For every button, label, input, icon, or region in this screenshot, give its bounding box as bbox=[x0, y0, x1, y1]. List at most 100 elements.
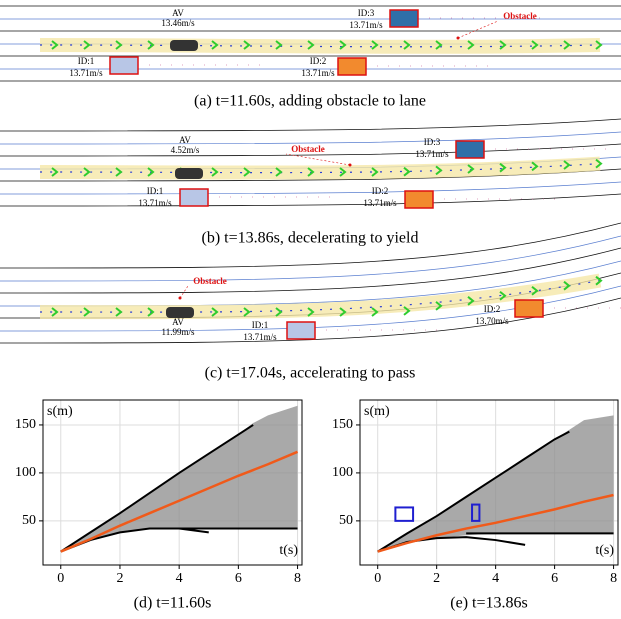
x-tick-label: 0 bbox=[57, 571, 64, 586]
chevron bbox=[339, 40, 347, 50]
trajectory-band bbox=[377, 415, 614, 552]
vehicle bbox=[389, 9, 419, 28]
chevron bbox=[435, 301, 443, 311]
chevron bbox=[403, 166, 411, 177]
planned-band bbox=[39, 38, 601, 54]
chevron bbox=[147, 40, 155, 50]
chevron bbox=[51, 40, 59, 50]
series-line bbox=[377, 430, 570, 553]
chevron bbox=[339, 307, 347, 317]
vehicle-speed: 13.71m/s bbox=[349, 20, 383, 30]
x-tick-label: 6 bbox=[235, 571, 242, 586]
vehicle-id: ID:3 bbox=[424, 137, 441, 147]
chevron bbox=[211, 167, 219, 177]
plot-frame bbox=[42, 399, 303, 566]
vehicle-speed: 13.71m/s bbox=[363, 198, 397, 208]
caption: (b) t=13.86s, decelerating to yield bbox=[202, 230, 419, 247]
av-speed: 4.52m/s bbox=[171, 145, 200, 155]
caption: (a) t=11.60s, adding obstacle to lane bbox=[194, 93, 426, 110]
y-tick-label: 150 bbox=[15, 417, 36, 432]
vehicle-speed: 13.71m/s bbox=[243, 332, 277, 342]
chevron bbox=[499, 162, 507, 173]
vehicle-id: ID:2 bbox=[310, 56, 327, 66]
obstacle-box bbox=[471, 503, 481, 522]
av-speed: 13.46m/s bbox=[161, 18, 195, 28]
chevron bbox=[371, 40, 379, 50]
y-tick-label: 100 bbox=[332, 465, 353, 480]
chevron bbox=[595, 40, 603, 50]
av-label: AV bbox=[179, 135, 191, 145]
chevron bbox=[371, 167, 379, 177]
vehicle-id: ID:3 bbox=[358, 8, 375, 18]
x-tick-label: 8 bbox=[294, 571, 301, 586]
obstacle-leader bbox=[179, 285, 189, 299]
plot: 0 2 4 6 8 50 100 150 s(m) t(s) (e) t=13.86s bbox=[332, 399, 619, 612]
lane-line bbox=[0, 181, 621, 195]
av-car bbox=[166, 307, 194, 318]
lane-line bbox=[0, 131, 621, 145]
x-tick-label: 8 bbox=[610, 571, 617, 586]
series-line bbox=[60, 424, 254, 553]
obstacle-label: Obstacle bbox=[503, 11, 537, 21]
chevron bbox=[435, 40, 443, 50]
chevron bbox=[211, 40, 219, 50]
vehicle-speed: 13.71m/s bbox=[415, 149, 449, 159]
plot-frame bbox=[359, 399, 619, 566]
chevron bbox=[499, 40, 507, 50]
vehicle bbox=[179, 188, 209, 207]
vehicle bbox=[109, 56, 139, 75]
chevron bbox=[83, 40, 91, 50]
vehicle-id: ID:1 bbox=[252, 320, 269, 330]
chevron bbox=[115, 167, 123, 177]
planned-path bbox=[39, 279, 601, 313]
vehicle-id: ID:1 bbox=[147, 186, 164, 196]
obstacle-box bbox=[394, 506, 415, 522]
series-line bbox=[377, 493, 614, 553]
lane-line bbox=[0, 297, 621, 344]
series-line bbox=[60, 450, 299, 553]
lane-line bbox=[0, 193, 621, 207]
chevron bbox=[275, 167, 283, 177]
chevron bbox=[147, 307, 155, 317]
chevron bbox=[531, 161, 539, 172]
y-tick-label: 150 bbox=[332, 417, 353, 432]
chevron bbox=[403, 40, 411, 50]
av-speed: 11.99m/s bbox=[162, 327, 195, 337]
chevron bbox=[51, 307, 59, 317]
av-label: AV bbox=[172, 317, 184, 327]
chevron bbox=[467, 296, 475, 306]
lane-line bbox=[0, 285, 621, 332]
vehicle-speed: 13.71m/s bbox=[69, 68, 103, 78]
lane-line bbox=[0, 143, 621, 157]
chevron bbox=[115, 307, 123, 317]
vehicle-speed: 13.71m/s bbox=[138, 198, 172, 208]
planned-band bbox=[39, 156, 601, 180]
trajectory-band bbox=[60, 405, 298, 552]
vehicle bbox=[404, 190, 434, 209]
y-tick-label: 100 bbox=[15, 465, 36, 480]
x-axis-label: t(s) bbox=[279, 543, 298, 558]
vehicle bbox=[286, 321, 316, 340]
chevron bbox=[243, 167, 251, 177]
chevron bbox=[83, 167, 91, 177]
lane-line bbox=[0, 118, 621, 132]
lane-line bbox=[0, 235, 621, 282]
vehicle-speed: 13.71m/s bbox=[301, 68, 335, 78]
chevron bbox=[307, 307, 315, 317]
x-tick-label: 4 bbox=[176, 571, 183, 586]
av-car bbox=[170, 40, 198, 51]
chevron bbox=[307, 40, 315, 50]
chevron bbox=[563, 280, 571, 291]
obstacle-leader bbox=[285, 153, 351, 166]
caption: (c) t=17.04s, accelerating to pass bbox=[205, 365, 416, 382]
chevron bbox=[243, 307, 251, 317]
chevron bbox=[499, 290, 507, 301]
chevron bbox=[563, 160, 571, 170]
chevron bbox=[115, 40, 123, 50]
y-tick-label: 50 bbox=[339, 513, 353, 528]
vehicle-id: ID:2 bbox=[484, 304, 501, 314]
